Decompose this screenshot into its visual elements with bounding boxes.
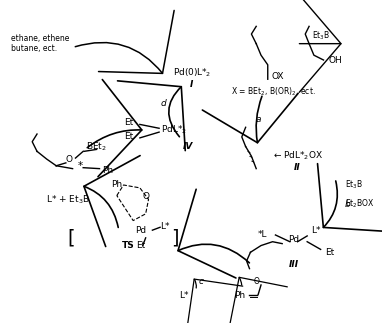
- Text: L*: L*: [311, 226, 320, 235]
- Text: Et$_3$B: Et$_3$B: [345, 179, 363, 191]
- Text: Pd: Pd: [135, 226, 146, 235]
- Text: ]: ]: [171, 228, 178, 247]
- Text: X = BEt$_2$, B(OR)$_2$, ect.: X = BEt$_2$, B(OR)$_2$, ect.: [231, 86, 316, 98]
- Text: Ph: Ph: [111, 181, 122, 190]
- Text: *: *: [78, 161, 83, 171]
- Text: d: d: [160, 99, 166, 108]
- Text: IV: IV: [183, 142, 193, 151]
- Text: PdL*$_2$: PdL*$_2$: [162, 124, 188, 136]
- Text: Et$_3$B: Et$_3$B: [312, 30, 330, 42]
- Text: Et: Et: [124, 118, 133, 127]
- Text: ethane, ethene
butane, ect.: ethane, ethene butane, ect.: [11, 34, 70, 53]
- Text: b: b: [345, 200, 350, 209]
- Text: TS: TS: [122, 241, 135, 250]
- Text: Et: Et: [124, 132, 133, 141]
- Text: II: II: [294, 163, 301, 172]
- Text: c: c: [199, 276, 204, 286]
- Text: Pd(0)L*$_2$: Pd(0)L*$_2$: [173, 66, 211, 79]
- Text: O: O: [142, 192, 149, 201]
- Text: L*: L*: [160, 222, 170, 231]
- Text: BEt$_2$: BEt$_2$: [86, 140, 107, 153]
- Text: OH: OH: [328, 56, 342, 65]
- Text: $\leftarrow$PdL*$_2$OX: $\leftarrow$PdL*$_2$OX: [272, 150, 323, 162]
- Text: Pd: Pd: [288, 235, 299, 244]
- Text: Et: Et: [136, 241, 146, 250]
- Text: *L: *L: [258, 231, 268, 239]
- Text: a: a: [256, 115, 261, 124]
- Text: Ph: Ph: [234, 291, 245, 300]
- Text: I: I: [190, 79, 194, 89]
- Text: OX: OX: [271, 72, 283, 81]
- Text: Ph: Ph: [102, 166, 113, 175]
- Text: III: III: [289, 260, 299, 269]
- Text: O: O: [253, 276, 259, 286]
- Text: L*: L*: [180, 291, 189, 300]
- Text: L* + Et$_3$B: L* + Et$_3$B: [46, 193, 90, 206]
- Text: Et: Et: [325, 248, 335, 257]
- Text: O: O: [65, 154, 72, 163]
- Text: Et$_2$BOX: Et$_2$BOX: [345, 198, 374, 211]
- Text: [: [: [67, 228, 74, 247]
